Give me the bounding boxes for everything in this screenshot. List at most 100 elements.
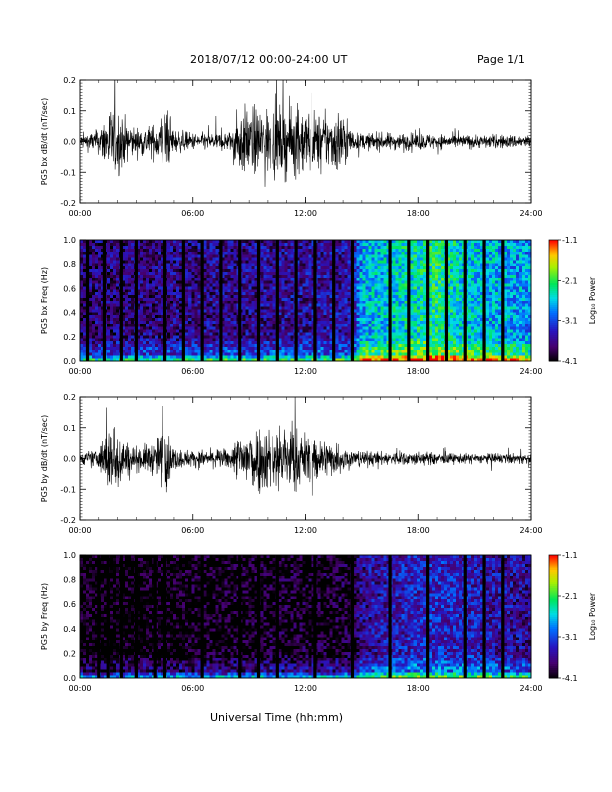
spectrogram-cell [158,358,162,362]
spectrogram-cell [161,254,165,258]
spectrogram-cell [227,306,231,310]
spectrogram-cell [371,251,375,255]
spectrogram-cell [167,251,171,255]
spectrogram-cell [308,358,312,362]
spectrogram-cell [161,271,165,275]
spectrogram-cell [155,248,159,252]
spectrogram-cell [323,283,327,287]
spectrogram-cell [161,332,165,336]
spectrogram-cell [326,303,330,307]
spectrogram-cell [410,352,415,356]
spectrogram-cell [80,251,84,255]
spectrogram-cell [155,286,159,290]
spectrogram-cell [410,271,415,275]
spectrogram-cell [362,245,366,249]
spectrogram-cell [278,358,282,362]
spectrogram-cell [245,257,249,261]
spectrogram-cell [152,309,156,313]
spectrogram-cell [185,277,189,281]
spectrogram-cell [107,260,111,264]
spectrogram-cell [203,286,207,290]
spectrogram-cell [386,268,390,272]
spectrogram-cell [215,355,219,359]
spectrogram-cell [353,314,357,319]
spectrogram-cell [92,274,96,278]
spectrogram-cell [203,288,207,293]
spectrogram-cell [386,343,390,347]
spectrogram-cell [404,323,409,327]
spectrogram-cell [131,349,135,353]
spectrogram-cell [140,294,144,298]
spectrogram-cell [128,326,132,330]
spectrogram-cell [329,297,333,301]
spectrogram-cell [269,309,273,313]
spectrogram-cell [338,352,342,356]
spectrogram-cell [362,349,366,353]
spectrogram-cell [80,277,84,281]
spectrogram-cell [320,312,324,316]
spectrogram-cell [176,297,180,301]
spectrogram-cell [107,240,111,244]
spectrogram-cell [83,329,87,333]
spectrogram-cell [341,297,345,301]
spectrogram-cell [305,349,309,353]
spectrogram-cell [131,283,135,287]
spectrogram-cell [176,306,180,310]
spectrogram-cell [386,248,390,252]
spectrogram-cell [272,343,276,347]
spectrogram-cell [254,309,258,313]
spectrogram-cell [209,280,213,284]
spectrogram-cell [110,288,114,293]
spectrogram-cell [167,286,171,290]
spectrogram-cell [323,312,327,316]
spectrogram-cell [170,320,174,324]
spectrogram-cell [143,352,147,356]
spectrogram-cell [92,251,96,255]
spectrogram-cell [278,277,282,281]
spectrogram-cell [176,288,180,293]
spectrogram-cell [113,283,117,287]
spectrogram-cell [284,326,288,330]
spectrogram-cell [131,332,135,336]
spectrogram-cell [290,300,294,304]
spectrogram-cell [161,248,165,252]
spectrogram-cell [374,242,378,247]
spectrogram-cell [353,346,357,350]
spectrogram-cell [185,337,189,342]
spectrogram-cell [203,320,207,324]
spectrogram-cell [269,326,273,330]
spectrogram-cell [80,294,84,298]
spectrogram-cell [188,274,192,278]
spectrogram-cell [368,312,372,316]
spectrogram-cell [386,335,390,339]
spectrogram-cell [248,263,252,267]
spectrogram-cell [146,317,150,321]
spectrogram-cell [122,265,126,270]
spectrogram-cell [101,280,105,284]
spectrogram-cell [215,297,219,301]
spectrogram-cell [377,306,381,310]
spectrogram-cell [377,254,381,258]
spectrogram-cell [107,265,111,270]
spectrogram-cell [254,346,258,350]
spectrogram-cell [128,306,132,310]
spectrogram-cell [146,248,150,252]
spectrogram-cell [362,257,366,261]
spectrogram-cell [254,349,258,353]
spectrogram-cell [194,358,198,362]
spectrogram-cell [242,265,246,270]
spectrogram-cell [113,346,117,350]
spectrogram-cell [215,294,219,298]
spectrogram-cell [89,242,93,247]
spectrogram-cell [377,291,381,296]
spectrogram-cell [281,355,285,359]
spectrogram-cell [323,254,327,258]
spectrogram-cell [248,271,252,275]
spectrogram-cell [284,358,288,362]
spectrogram-cell [122,274,126,278]
spectrogram-cell [152,329,156,333]
spectrogram-cell [206,340,210,345]
spectrogram-cell [224,251,228,255]
spectrogram-cell [230,254,234,258]
spectrogram-cell [362,248,366,252]
